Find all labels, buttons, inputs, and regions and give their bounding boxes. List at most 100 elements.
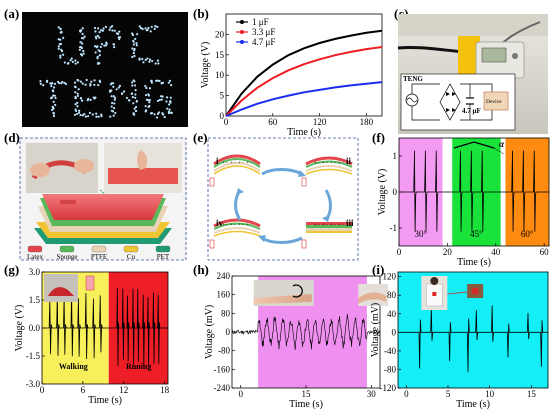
led-dot <box>135 100 138 103</box>
bend-angle-guide <box>493 147 505 155</box>
panel-d: (d) Latex Sponge PTFE Cu PET <box>4 130 187 261</box>
meter-button <box>512 53 518 59</box>
led-dot <box>144 105 147 108</box>
led-dot <box>132 40 135 43</box>
chart-b-xtick-label: 0 <box>224 117 229 127</box>
led-dot <box>111 25 114 28</box>
chart-h-ytick-label: -160 <box>214 364 231 374</box>
led-dot <box>76 105 79 108</box>
led-dot <box>115 88 118 91</box>
led-dot <box>79 80 82 83</box>
led-dot <box>141 27 144 31</box>
material-label-sponge: Sponge <box>57 253 78 261</box>
bridge-rectifier <box>439 83 461 121</box>
led-dot <box>147 99 150 102</box>
charge-sign: - <box>342 223 344 228</box>
charge-sign: + <box>238 161 241 166</box>
chart-b-ytick-label: 20 <box>215 29 225 39</box>
led-dot <box>97 115 100 118</box>
led-dot <box>147 105 150 109</box>
led-dot <box>131 47 134 50</box>
panel-a-photo <box>22 12 188 127</box>
charge-sign: + <box>322 161 325 166</box>
charge-sign: - <box>342 161 344 166</box>
chart-g-walking-label: Walking <box>59 362 88 371</box>
led-dot <box>50 82 53 85</box>
led-dot <box>117 36 120 39</box>
panel-b: (b) 0 60 120 180 0 5 10 15 20 Time (s) Voltage (V)… <box>193 6 383 138</box>
chart-b-legend-label-0: 1 μF <box>252 17 269 27</box>
cu-layer <box>305 168 353 175</box>
chart-h-ylabel: Voltage (mV) <box>204 305 215 360</box>
led-dot <box>70 57 73 60</box>
led-dot <box>144 27 147 30</box>
led-dot <box>144 58 147 62</box>
led-dot <box>150 79 153 83</box>
led-dot <box>133 49 136 52</box>
material-swatch-cu <box>123 245 139 253</box>
material-swatch-ptfe <box>91 245 107 253</box>
led-dot <box>103 44 106 47</box>
charge-sign: - <box>318 161 320 166</box>
chart-b-xlabel: Time (s) <box>287 127 321 138</box>
led-dot <box>157 62 160 65</box>
ptfe-layer <box>305 165 353 172</box>
led-dot <box>136 33 139 36</box>
led-dot <box>155 116 159 119</box>
led-dot <box>93 45 97 48</box>
led-dot <box>150 81 153 84</box>
led-dot <box>114 111 117 115</box>
led-dot <box>98 54 101 57</box>
charge-sign: - <box>226 223 228 228</box>
chart-g: 0 6 12 18 -3.0 -1.5 0.0 1.5 3.0 Time (s) Voltage (… <box>14 267 170 406</box>
led-dot <box>138 57 141 60</box>
chart-g-xlabel: Time (s) <box>88 395 122 406</box>
led-dot <box>163 116 166 119</box>
led-dot <box>113 98 116 101</box>
material-swatch-pet <box>155 245 171 253</box>
led-dot <box>78 109 81 112</box>
sponge-layer <box>213 158 261 168</box>
head <box>430 277 439 285</box>
chart-g-xtick-label: 0 <box>40 385 45 395</box>
led-dot <box>59 56 62 59</box>
led-dot <box>54 96 57 100</box>
led-dot <box>131 55 134 59</box>
chart-b-series-line-0 <box>225 29 383 117</box>
led-dot <box>148 101 151 104</box>
led-dot <box>113 45 116 49</box>
latex-layer <box>213 218 261 228</box>
led-dot <box>81 114 84 117</box>
led-dot <box>50 85 53 88</box>
led-dot <box>96 34 100 37</box>
led-dot <box>93 97 96 100</box>
chart-g-ytick-label: 0.0 <box>29 323 41 333</box>
chart-g-ylabel: Voltage (V) <box>14 305 25 352</box>
led-dot <box>58 81 61 85</box>
material-label-cu: Cu <box>127 253 136 261</box>
cu-layer <box>213 165 261 175</box>
charge-sign: + <box>222 161 225 166</box>
led-dot <box>98 50 101 53</box>
led-dot <box>93 83 96 87</box>
led-dot <box>141 57 144 61</box>
meter-screen <box>481 47 507 63</box>
charge-sign: - <box>226 161 228 166</box>
chart-b-series-line-1 <box>225 46 383 117</box>
led-dot <box>115 32 119 35</box>
led-dot <box>131 33 135 37</box>
led-dot <box>130 81 134 84</box>
material-swatch-sponge <box>59 245 75 253</box>
chart-f-signal <box>399 150 549 232</box>
led-dot <box>96 55 99 58</box>
led-dot <box>95 112 98 115</box>
led-dot <box>128 99 131 102</box>
led-dot <box>73 81 77 84</box>
chart-f-angle-45-label: 45° <box>470 229 483 239</box>
chart-i-ytick-label: 80 <box>387 290 397 300</box>
led-dot <box>132 52 135 55</box>
working-steps: + - + - + - + -i + - + - + - + - ii+ - + - + - + - iii+ - + - + - + -iv <box>209 154 354 249</box>
led-dot <box>104 44 108 47</box>
led-text <box>39 25 173 119</box>
cu-layer <box>306 231 352 233</box>
